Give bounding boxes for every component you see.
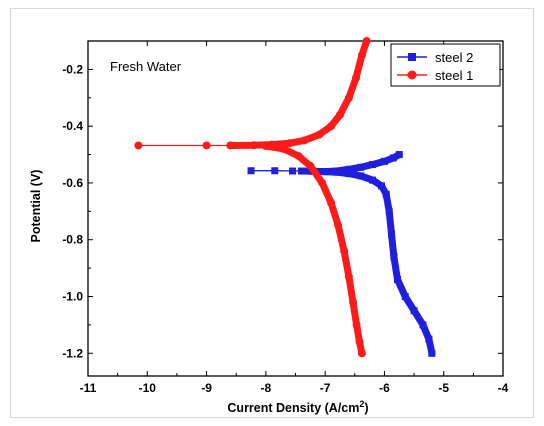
data-point	[357, 51, 366, 60]
data-point	[380, 157, 388, 165]
data-point	[226, 141, 235, 150]
data-point	[385, 207, 393, 215]
data-point	[357, 172, 365, 180]
data-point	[247, 167, 255, 175]
series-line	[325, 170, 433, 354]
y-tick-label: -0.4	[62, 119, 83, 133]
series-dense-band	[321, 168, 436, 357]
data-point	[351, 73, 360, 82]
x-tick-label: -9	[201, 381, 212, 395]
legend-label: steel 1	[435, 68, 473, 83]
series-dense-band	[226, 37, 371, 149]
x-tick-label: -8	[261, 381, 272, 395]
x-axis-title-main: Current Density (A/cm	[227, 401, 359, 415]
data-point	[355, 337, 364, 346]
y-tick-label: -0.8	[62, 233, 83, 247]
data-point	[333, 168, 341, 176]
data-point	[352, 320, 361, 329]
data-point	[389, 154, 397, 162]
series-steel-2	[247, 151, 436, 357]
x-axis-title-sup: 2	[359, 399, 364, 409]
data-point	[321, 168, 329, 176]
data-point	[315, 130, 324, 139]
data-point	[318, 178, 327, 187]
data-point	[134, 141, 143, 150]
data-point	[294, 151, 303, 160]
data-point	[344, 272, 353, 281]
series-layer	[134, 37, 436, 358]
data-point	[279, 144, 288, 153]
data-point	[390, 253, 398, 261]
data-point	[300, 136, 309, 145]
ticks-layer: -11 -10 -9 -8 -7 -6 -5 -4 -1.2 -1.0 -0.8 -0.6 -0.4 -0…	[62, 40, 509, 395]
legend-box	[390, 43, 501, 87]
annotation-fresh-water: Fresh Water	[110, 59, 182, 74]
plot-border	[87, 40, 504, 377]
data-point	[297, 167, 305, 175]
x-tick-label: -7	[320, 381, 331, 395]
data-point	[345, 165, 353, 173]
data-point	[340, 247, 349, 256]
data-point	[271, 167, 279, 175]
data-point	[261, 142, 270, 151]
y-tick-label: -1.0	[62, 290, 83, 304]
y-tick-label: -1.2	[62, 346, 83, 360]
data-point	[327, 198, 336, 207]
x-axis-title: Current Density (A/cm2)	[227, 399, 368, 415]
legend-label: steel 2	[435, 50, 473, 65]
series-dense-band	[297, 151, 403, 176]
data-point	[393, 275, 401, 283]
x-tick-label: -4	[498, 381, 509, 395]
legend: steel 2 steel 1	[390, 43, 501, 87]
data-point	[388, 230, 396, 238]
data-point	[357, 163, 365, 171]
x-axis-title-end: )	[364, 401, 368, 415]
legend-marker	[407, 70, 417, 80]
data-point	[334, 221, 343, 230]
data-point	[377, 182, 385, 190]
plot-area	[87, 40, 504, 377]
data-point	[202, 141, 211, 150]
data-point	[306, 161, 315, 170]
x-tick-label: -5	[438, 381, 449, 395]
data-point	[349, 298, 358, 307]
data-point	[419, 321, 427, 329]
data-point	[425, 335, 433, 343]
series-steel-1	[134, 37, 371, 358]
data-point	[401, 293, 409, 301]
data-point	[357, 349, 366, 358]
data-point	[362, 37, 371, 45]
x-tick-label: -6	[379, 381, 390, 395]
y-tick-label: -0.6	[62, 176, 83, 190]
data-point	[410, 307, 418, 315]
data-point	[369, 176, 377, 184]
data-point	[289, 167, 297, 175]
y-axis-title: Potential (V)	[29, 170, 43, 243]
legend-marker	[408, 53, 416, 61]
data-point	[344, 93, 353, 102]
data-point	[327, 122, 336, 131]
x-tick-label: -10	[139, 381, 157, 395]
data-point	[382, 190, 390, 198]
data-point	[369, 160, 377, 168]
data-point	[335, 110, 344, 119]
data-point	[428, 349, 436, 357]
data-point	[395, 151, 403, 159]
data-point	[250, 141, 258, 150]
x-tick-label: -11	[80, 381, 97, 395]
y-tick-label: -0.2	[62, 62, 83, 76]
data-point	[285, 139, 294, 148]
data-point	[345, 170, 353, 178]
